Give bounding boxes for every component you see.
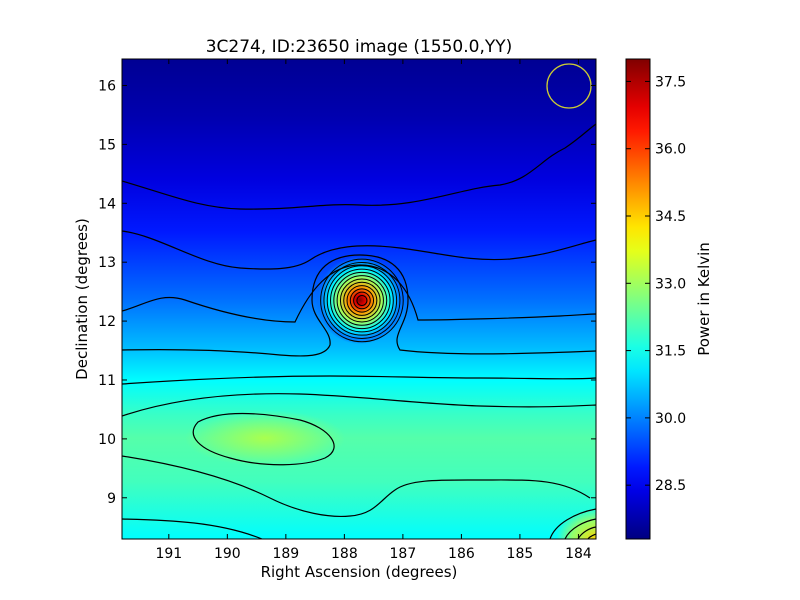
y-tick-label: 15: [98, 137, 116, 153]
x-tick-label: 185: [507, 546, 534, 562]
contour-line: [122, 518, 263, 539]
x-tick-label: 191: [155, 546, 182, 562]
source-contours: [320, 258, 404, 343]
contour-line: [122, 123, 596, 210]
contour-line: [122, 254, 596, 357]
x-axis-label: Right Ascension (degrees): [261, 563, 458, 581]
chart-title: 3C274, ID:23650 image (1550.0,YY): [206, 37, 513, 57]
colorbar-tick-label: 36.0: [655, 142, 686, 158]
contour-line: [122, 393, 596, 417]
contours: [122, 123, 596, 539]
y-axis-label: Declination (degrees): [73, 218, 91, 380]
contour-line: [577, 526, 596, 539]
x-tick-label: 187: [390, 546, 417, 562]
y-tick-label: 11: [98, 373, 116, 389]
contour-line: [122, 455, 591, 517]
source-contour-ring: [343, 281, 381, 320]
y-tick-label: 12: [98, 314, 116, 330]
source-contour-ring: [346, 285, 378, 316]
contour-line: [122, 375, 596, 385]
y-tick-label: 10: [98, 432, 116, 448]
contour-line: [122, 230, 596, 270]
colorbar-tick-label: 30.0: [655, 411, 686, 427]
x-tick-label: 189: [272, 546, 299, 562]
contour-line: [122, 264, 596, 323]
contour-line: [587, 533, 596, 539]
colorbar-tick-label: 31.5: [655, 344, 686, 360]
source-contour-ring: [349, 288, 375, 313]
source-contour-ring: [320, 258, 404, 343]
heatmap: [122, 59, 596, 539]
colorbar-tick-label: 28.5: [655, 478, 686, 494]
colorbar-tick-label: 34.5: [655, 209, 686, 225]
y-tick-label: 16: [98, 79, 116, 95]
y-tick-label: 13: [98, 255, 116, 271]
x-tick-label: 186: [448, 546, 475, 562]
source-contour-ring: [330, 268, 394, 333]
colorbar: [625, 58, 651, 540]
emission-blob: [185, 410, 345, 466]
source-contour-ring: [323, 261, 401, 339]
contour-line: [549, 508, 596, 539]
source-contour-ring: [326, 265, 398, 336]
plot-frame: [121, 58, 597, 540]
y-tick-label: 14: [98, 196, 116, 212]
y-axis: 9 10 11 12 13 14 15 16: [98, 79, 596, 507]
source-contour-ring: [353, 291, 371, 310]
colorbar-tick-label: 33.0: [655, 276, 686, 292]
y-tick-label: 9: [107, 491, 116, 507]
contour-line: [564, 518, 596, 539]
x-tick-label: 190: [214, 546, 241, 562]
colorbar-tick-label: 37.5: [655, 74, 686, 90]
colorbar-axis: 28.5 30.0 31.5 33.0 34.5 36.0 37.5: [626, 74, 686, 494]
source-contour-ring: [336, 275, 388, 326]
source-contour-ring: [339, 278, 384, 323]
x-axis: 191 190 189 188 187 186 185 184: [155, 59, 592, 562]
point-source: [316, 256, 404, 344]
x-tick-label: 188: [331, 546, 358, 562]
contour-line: [192, 412, 335, 466]
source-contour-ring: [333, 271, 391, 330]
source-contour-ring: [356, 294, 368, 306]
x-tick-label: 184: [565, 546, 592, 562]
colorbar-label: Power in Kelvin: [695, 242, 713, 356]
